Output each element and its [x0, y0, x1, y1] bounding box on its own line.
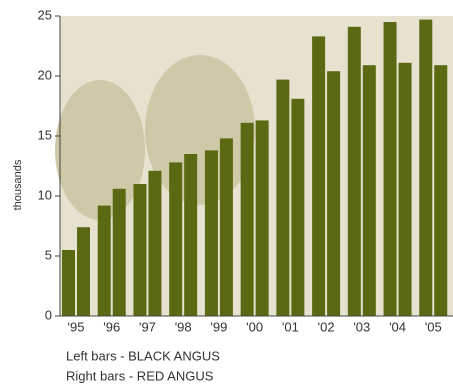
y-tick-label: 15	[38, 127, 52, 142]
bar	[241, 123, 254, 316]
x-tick-label: '03	[353, 319, 370, 334]
legend-entry: Left bars - BLACK ANGUS	[66, 348, 220, 363]
photo-shape	[145, 55, 255, 205]
x-tick-label: '04	[389, 319, 406, 334]
bar	[77, 227, 90, 316]
bar	[291, 99, 304, 316]
bar	[148, 171, 161, 316]
photo-shape	[55, 80, 145, 220]
x-tick-label: '98	[175, 319, 192, 334]
bar	[205, 150, 218, 316]
y-tick-label: 20	[38, 67, 52, 82]
bar	[220, 138, 233, 316]
legend-entry: Right bars - RED ANGUS	[66, 368, 214, 383]
x-tick-label: '01	[282, 319, 299, 334]
bar	[363, 65, 376, 316]
bar	[184, 154, 197, 316]
bar	[276, 80, 289, 316]
bar	[169, 162, 182, 316]
bar	[434, 65, 447, 316]
bar	[62, 250, 75, 316]
x-tick-label: '05	[425, 319, 442, 334]
bar	[113, 189, 126, 316]
chart: thousands 0 5 10 15 20 25 '95 '96 '97 '98 '99 '00 '0…	[0, 0, 453, 389]
bar	[384, 22, 397, 316]
x-tick-label: '00	[246, 319, 263, 334]
bar	[399, 63, 412, 316]
y-tick-label: 5	[45, 247, 52, 262]
y-tick-label: 10	[38, 187, 52, 202]
x-tick-label: '97	[139, 319, 156, 334]
bar	[98, 206, 111, 316]
bar	[327, 71, 340, 316]
x-tick-label: '95	[68, 319, 85, 334]
bar	[256, 120, 269, 316]
bar	[419, 20, 432, 316]
bar	[348, 27, 361, 316]
y-axis-label: thousands	[12, 159, 24, 210]
x-tick-label: '99	[210, 319, 227, 334]
bar	[312, 36, 325, 316]
y-tick-label: 25	[38, 7, 52, 22]
x-tick-label: '96	[103, 319, 120, 334]
x-tick-label: '02	[318, 319, 335, 334]
y-tick-label: 0	[45, 307, 52, 322]
bar	[133, 184, 146, 316]
